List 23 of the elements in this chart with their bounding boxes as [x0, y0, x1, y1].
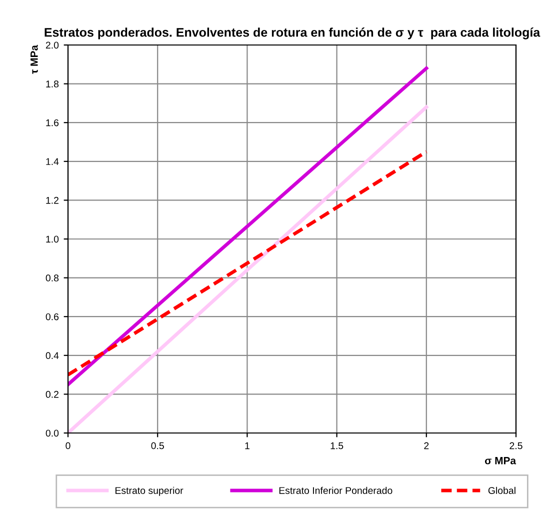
x-tick-label: 1: [245, 442, 250, 450]
y-tick-label: 0.4: [46, 352, 59, 360]
y-axis-title: τ MPa: [30, 44, 38, 74]
y-tick-label: 1.6: [46, 119, 59, 126]
y-tick-label: 0.0: [46, 430, 59, 437]
legend-label: Estrato Inferior Ponderado: [279, 486, 392, 494]
y-tick-label: 0.6: [46, 313, 59, 320]
y-tick-label: 2.0: [46, 42, 59, 49]
y-tick-label: 1.8: [46, 80, 59, 88]
x-axis-title: σ MPa: [484, 457, 516, 464]
y-tick-label: 1.0: [46, 236, 59, 243]
x-tick-label: 0: [66, 442, 70, 450]
y-tick-label: 1.2: [46, 196, 58, 204]
y-tick-label: 1.4: [46, 158, 59, 165]
x-tick-label: 2: [424, 442, 429, 450]
x-tick-label: 1.5: [330, 442, 344, 450]
legend-label: Estrato superior: [116, 486, 184, 496]
x-tick-label: 0.5: [151, 442, 164, 450]
y-tick-label: 0.2: [46, 390, 58, 398]
chart-title: Estratos ponderados. Envolventes de rotura en función de σ y τ para cada litología: [44, 28, 540, 40]
legend-label: Global: [488, 486, 516, 494]
y-tick-label: 0.8: [46, 274, 59, 282]
x-tick-label: 2.5: [510, 442, 522, 450]
